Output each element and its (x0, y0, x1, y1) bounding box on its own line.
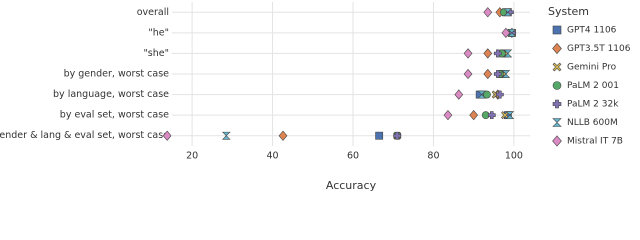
legend-marker (552, 25, 562, 35)
data-point (221, 131, 231, 140)
legend-marker (552, 99, 562, 109)
data-point (487, 111, 496, 120)
legend-marker (552, 62, 562, 72)
data-point (483, 7, 493, 18)
data-point (501, 27, 511, 39)
x-tick-label: 40 (267, 151, 279, 162)
legend-title: System (548, 5, 589, 18)
y-tick-label: "she" (143, 48, 169, 59)
data-point (495, 90, 504, 99)
legend-label: Mistral IT 7B (567, 137, 623, 147)
data-point (507, 28, 517, 37)
data-point (493, 49, 502, 58)
data-point (393, 131, 402, 140)
legend-marker (552, 42, 562, 55)
x-tick-label: 20 (186, 151, 198, 162)
data-point (503, 49, 513, 58)
legend-label: GPT4 1106 (567, 26, 617, 36)
y-tick-label: by language, worst case (53, 89, 169, 100)
data-point (463, 48, 473, 59)
chart: Accuracy System 20 40 60 80 100 overall "he" "s… (0, 2, 631, 192)
y-tick-label: by gender, worst case (64, 69, 170, 80)
legend-label: Gemini Pro (567, 63, 617, 73)
data-point (375, 131, 384, 140)
legend-marker (552, 118, 562, 127)
legend-label: PaLM 2 001 (567, 81, 619, 91)
data-point (477, 90, 487, 99)
x-tick-label: 100 (505, 151, 523, 162)
legend-label: GPT3.5T 1106 (567, 44, 631, 54)
data-point (501, 70, 511, 78)
legend-label: NLLB 600M (567, 118, 618, 128)
y-tick-label: by eval set, worst case (60, 110, 169, 121)
x-tick-label: 80 (427, 151, 439, 162)
y-tick-label: by gender & lang & eval set, worst case (0, 130, 169, 141)
y-tick-label: "he" (148, 27, 169, 38)
legend-marker (552, 81, 562, 90)
data-point (493, 70, 502, 78)
data-point (162, 130, 172, 141)
data-point (483, 48, 493, 59)
x-tick-label: 60 (347, 151, 359, 162)
data-point (469, 109, 479, 121)
data-point (463, 68, 473, 80)
data-point (505, 111, 515, 120)
y-tick-label: overall (137, 7, 169, 18)
legend-marker (552, 135, 562, 147)
data-point (454, 89, 464, 100)
data-point (443, 109, 453, 121)
data-point (278, 130, 288, 141)
data-point (483, 90, 491, 99)
x-axis-label: Accuracy (326, 179, 377, 192)
data-point (483, 68, 493, 80)
legend-label: PaLM 2 32k (567, 100, 619, 110)
data-point (503, 8, 513, 17)
